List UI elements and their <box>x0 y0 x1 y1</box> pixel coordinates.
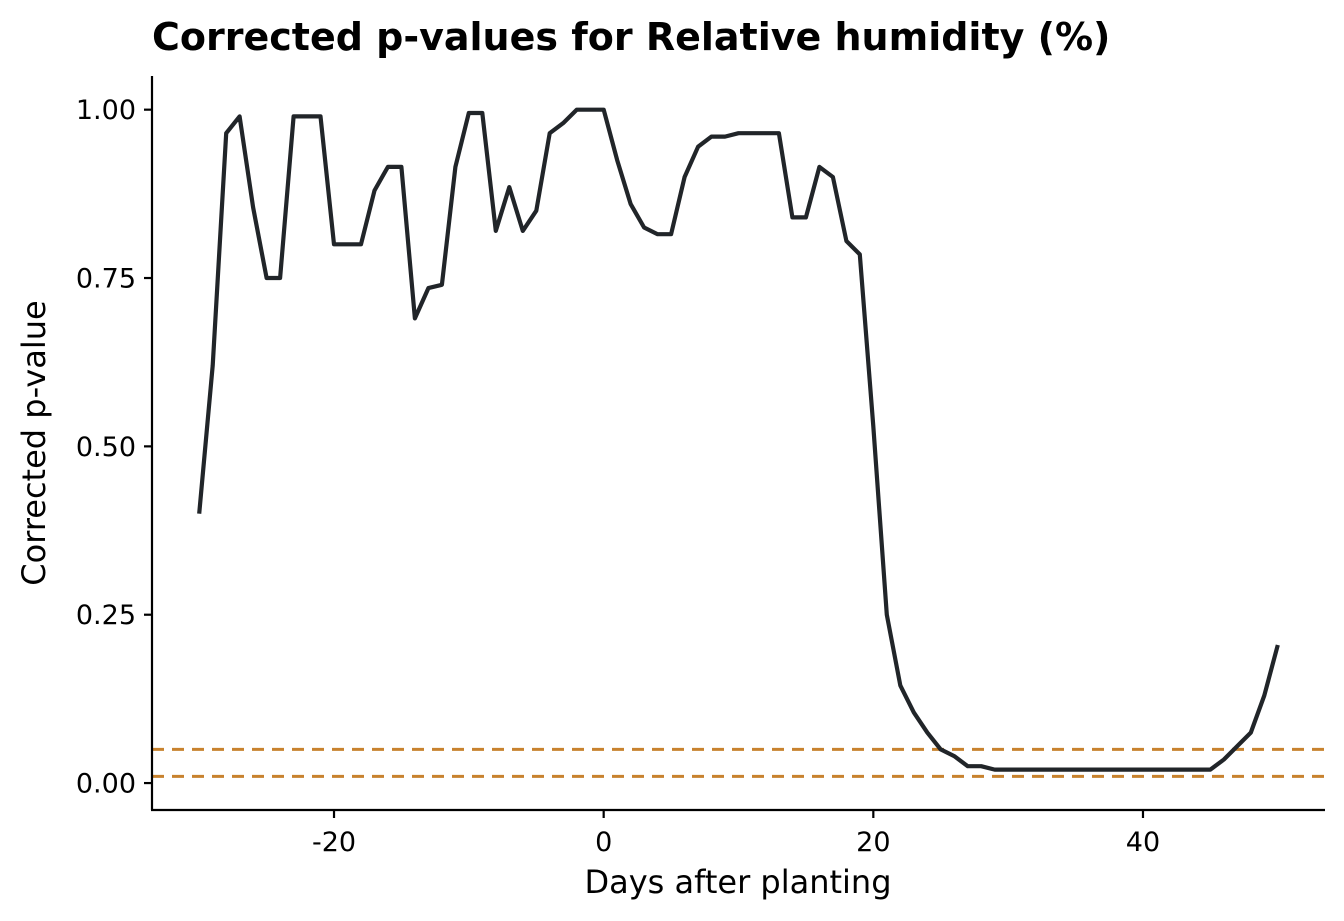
y-axis-ticks: 0.00 0.25 0.50 0.75 1.00 <box>76 95 152 800</box>
x-tick-label: 40 <box>1126 827 1160 858</box>
threshold-lines <box>152 747 1325 778</box>
series-line <box>197 107 1280 772</box>
y-axis-label: Corrected p-value <box>15 300 53 585</box>
y-tick-label: 0.00 <box>76 769 136 800</box>
x-tick-label: 20 <box>856 827 890 858</box>
series-layer <box>197 107 1280 772</box>
x-tick-label: -20 <box>312 827 356 858</box>
chart-title: Corrected p-values for Relative humidity… <box>152 15 1110 59</box>
plot-area <box>152 107 1325 778</box>
y-tick-label: 0.50 <box>76 432 136 463</box>
y-tick-label: 1.00 <box>76 95 136 126</box>
x-tick-label: 0 <box>595 827 612 858</box>
y-tick-label: 0.75 <box>76 264 136 295</box>
y-tick-label: 0.25 <box>76 600 136 631</box>
x-axis-ticks: -20 0 20 40 <box>312 810 1160 858</box>
x-axis-label: Days after planting <box>584 863 891 901</box>
